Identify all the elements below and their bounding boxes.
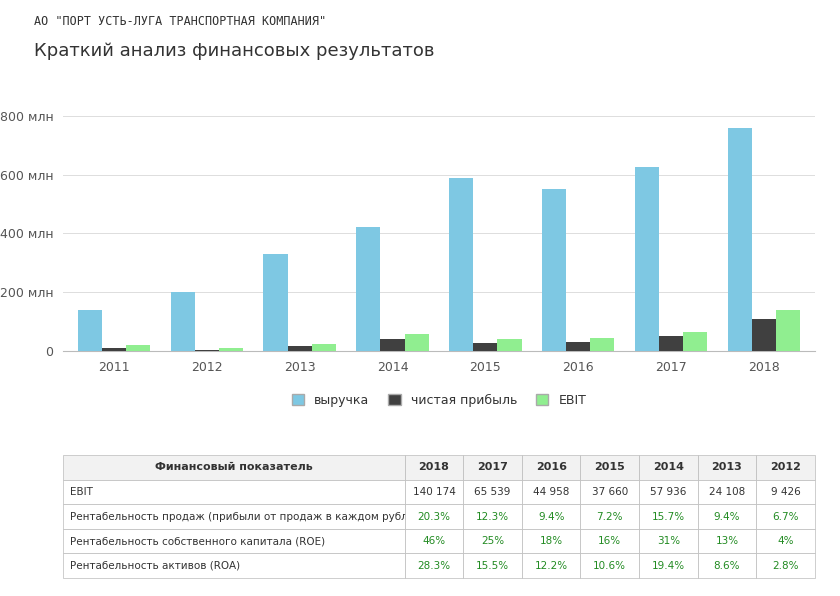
Bar [473,343,497,351]
Bar [497,339,522,351]
Bar [264,254,287,351]
Bar [776,310,800,351]
Bar [659,336,683,351]
Text: Краткий анализ финансовых результатов: Краткий анализ финансовых результатов [34,42,434,60]
Bar [219,349,243,351]
Bar [683,332,707,351]
Bar [102,348,126,351]
Bar [195,350,219,351]
Bar [635,167,659,351]
Bar [752,318,776,351]
Bar [591,337,614,351]
Bar [405,334,428,351]
Bar [449,178,473,351]
Bar [542,190,566,351]
Bar [727,128,752,351]
Bar [287,346,312,351]
Bar [566,342,591,351]
Bar [171,292,195,351]
Bar [312,344,336,351]
Bar [356,228,381,351]
Bar [381,339,405,351]
Legend: выручка, чистая прибыль, EBIT: выручка, чистая прибыль, EBIT [288,390,590,411]
Bar [78,310,102,351]
Text: АО "ПОРТ УСТЬ-ЛУГА ТРАНСПОРТНАЯ КОМПАНИЯ": АО "ПОРТ УСТЬ-ЛУГА ТРАНСПОРТНАЯ КОМПАНИЯ… [34,15,326,28]
Bar [126,345,150,351]
